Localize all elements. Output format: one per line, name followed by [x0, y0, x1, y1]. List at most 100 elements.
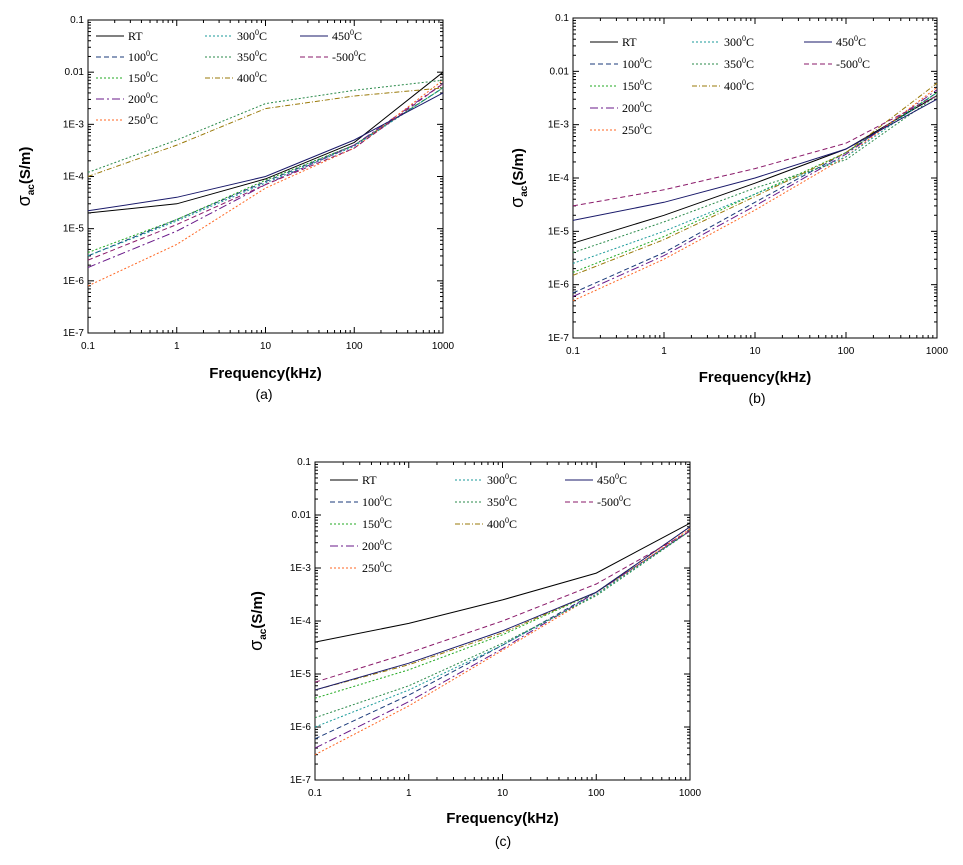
- y-tick-label: 1E-6: [548, 280, 570, 291]
- y-tick-label: 1E-6: [290, 722, 312, 733]
- legend-entry: 1500C: [622, 78, 652, 93]
- panel-caption: (a): [255, 386, 272, 402]
- legend-degree-sup: 0: [255, 49, 259, 58]
- legend-entry: -5000C: [332, 49, 366, 64]
- x-tick-label: 100: [588, 788, 605, 799]
- legend-entry: -5000C: [836, 56, 870, 71]
- legend-label: 450: [332, 29, 350, 43]
- legend-label: 450: [597, 473, 615, 487]
- panel-caption: (c): [495, 833, 511, 849]
- legend-label: 350: [724, 57, 742, 71]
- y-tick-label: 1E-3: [290, 563, 312, 574]
- legend-unit: C: [384, 539, 392, 553]
- series-line-500: [87, 83, 444, 261]
- legend-degree-sup: 0: [742, 34, 746, 43]
- legend-entry: 4000C: [487, 516, 517, 531]
- legend-degree-sup: 0: [615, 472, 619, 481]
- legend-unit: C: [259, 71, 267, 85]
- legend-label: 100: [128, 50, 146, 64]
- legend-entry: 3500C: [724, 56, 754, 71]
- x-axis-label: Frequency(kHz): [446, 810, 559, 827]
- legend-unit: C: [862, 57, 870, 71]
- legend-unit: C: [623, 495, 631, 509]
- y-label-unit: (S/m): [17, 147, 34, 185]
- y-tick-label: 1E-7: [548, 333, 570, 344]
- legend-unit: C: [150, 92, 158, 106]
- x-tick-label: 1: [406, 788, 412, 799]
- legend-degree-sup: 0: [146, 70, 150, 79]
- legend-label: 350: [487, 495, 505, 509]
- legend-entry: 2000C: [622, 100, 652, 115]
- legend-label: 200: [622, 101, 640, 115]
- series-line-400: [572, 82, 938, 276]
- legend-label: 400: [487, 517, 505, 531]
- legend-entry: 4500C: [836, 34, 866, 49]
- legend-entry: 2500C: [362, 560, 392, 575]
- chart-panel-3: 0.1 1 10 100 10001E-71E-61E-51E-41E-30.010.1…: [246, 457, 702, 849]
- chart-panel-1: 0.1 1 10 100 10001E-71E-61E-51E-41E-30.010.1…: [14, 15, 455, 402]
- series-line-500: [572, 95, 938, 207]
- y-label-sigma: σ: [246, 640, 266, 651]
- y-tick-label: 1E-3: [63, 119, 85, 130]
- legend-label: 250: [622, 123, 640, 137]
- panel-caption: (b): [748, 390, 765, 406]
- series-line-100: [572, 92, 938, 294]
- legend-label: 350: [237, 50, 255, 64]
- legend-unit: C: [644, 101, 652, 115]
- series-line-rt: [572, 95, 938, 244]
- y-label-unit: (S/m): [510, 148, 527, 186]
- legend-unit: C: [150, 71, 158, 85]
- legend-entry: RT: [622, 35, 637, 49]
- series-line-rt: [314, 522, 691, 643]
- series-line-500: [314, 530, 691, 683]
- legend-degree-sup: 0: [854, 34, 858, 43]
- legend-label: RT: [362, 473, 377, 487]
- legend-degree-sup: 0: [505, 472, 509, 481]
- legend-label: 300: [237, 29, 255, 43]
- series-line-300: [314, 530, 691, 728]
- legend-entry: 2000C: [128, 91, 158, 106]
- legend-label: 400: [237, 71, 255, 85]
- y-tick-label: 1E-6: [63, 276, 85, 287]
- y-tick-label: 0.1: [70, 15, 84, 26]
- y-label-unit: (S/m): [249, 591, 266, 629]
- legend-label: -500: [597, 495, 619, 509]
- legend-degree-sup: 0: [640, 100, 644, 109]
- y-axis-label: σac(S/m): [14, 147, 37, 207]
- legend-degree-sup: 0: [505, 494, 509, 503]
- legend-unit: C: [746, 35, 754, 49]
- legend-entry: 3000C: [724, 34, 754, 49]
- legend-degree-sup: 0: [380, 538, 384, 547]
- legend-degree-sup: 0: [146, 91, 150, 100]
- series-line-300: [572, 92, 938, 264]
- y-axis-label: σac(S/m): [507, 148, 530, 208]
- legend-degree-sup: 0: [505, 516, 509, 525]
- legend-entry: 3000C: [487, 472, 517, 487]
- legend-unit: C: [509, 495, 517, 509]
- legend-unit: C: [384, 517, 392, 531]
- y-tick-label: 1E-7: [63, 328, 85, 339]
- legend-label: -500: [332, 50, 354, 64]
- x-tick-label: 10: [497, 788, 509, 799]
- legend-unit: C: [509, 473, 517, 487]
- series-line-400: [314, 526, 691, 691]
- legend-entry: 3500C: [487, 494, 517, 509]
- legend-label: 300: [487, 473, 505, 487]
- series-line-350: [314, 530, 691, 719]
- legend-degree-sup: 0: [640, 56, 644, 65]
- legend-entry: 1000C: [622, 56, 652, 71]
- series-line-200: [572, 89, 938, 297]
- legend-entry: 2500C: [622, 122, 652, 137]
- legend-label: 400: [724, 79, 742, 93]
- legend-unit: C: [644, 79, 652, 93]
- series-line-200: [314, 530, 691, 749]
- y-axis-label: σac(S/m): [246, 591, 269, 651]
- chart-panel-2: 0.1 1 10 100 10001E-71E-61E-51E-41E-30.010.1…: [507, 13, 949, 406]
- series-line-400: [87, 87, 444, 177]
- legend-unit: C: [509, 517, 517, 531]
- legend-degree-sup: 0: [742, 56, 746, 65]
- x-tick-label: 100: [838, 346, 855, 357]
- series-line-450: [572, 98, 938, 221]
- legend-degree-sup: 0: [640, 78, 644, 87]
- legend-label: RT: [622, 35, 637, 49]
